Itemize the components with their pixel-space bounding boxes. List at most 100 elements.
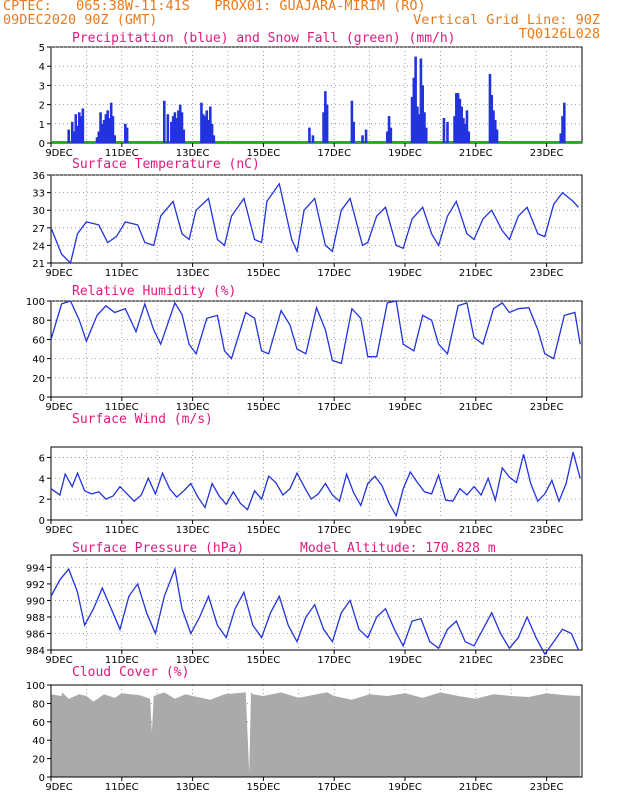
pres-subtitle: Model Altitude: 170.828 m: [300, 541, 496, 556]
wind-ytick-label: 0: [39, 516, 45, 527]
precip-bar: [70, 121, 74, 143]
wind-xtick-label: 11DEC: [105, 525, 139, 536]
pres-ytick-label: 990: [26, 596, 45, 607]
precip-bar: [462, 118, 465, 143]
pres-ytick-label: 988: [26, 613, 45, 624]
precip-bar: [386, 131, 389, 143]
precip-bar: [67, 129, 70, 143]
precip-bar: [455, 93, 458, 143]
precip-bar: [488, 73, 492, 143]
precip-bar: [446, 121, 449, 143]
precip-bar: [178, 104, 182, 143]
precip-bar: [104, 114, 108, 143]
wind-ytick-label: 4: [39, 474, 45, 485]
pres-ytick-label: 992: [26, 580, 45, 591]
precip-bar: [423, 112, 426, 143]
rh-ytick-label: 60: [32, 335, 45, 346]
wind-xtick-label: 13DEC: [176, 525, 210, 536]
precip-bar: [417, 114, 421, 143]
rh-title: Relative Humidity (%): [72, 284, 236, 299]
temp-ytick-label: 21: [32, 259, 45, 270]
precip-xtick-label: 19DEC: [388, 148, 422, 159]
precip-bar: [124, 123, 127, 143]
rh-series-line: [50, 300, 581, 365]
precip-bar: [173, 112, 177, 143]
cloud-xtick-label: 9DEC: [45, 782, 72, 793]
precip-bar: [162, 100, 166, 143]
wind-xtick-label: 19DEC: [388, 525, 422, 536]
cloud-ytick-label: 100: [26, 681, 45, 692]
precip-frame: [50, 46, 583, 144]
precip-bar: [410, 96, 414, 143]
rh-xtick-label: 19DEC: [388, 402, 422, 413]
cloud-xtick-label: 21DEC: [459, 782, 493, 793]
cloud-xtick-label: 13DEC: [176, 782, 210, 793]
wind-xtick-label: 15DEC: [247, 525, 281, 536]
precip-bar: [463, 123, 467, 143]
precip-bar: [113, 135, 117, 143]
precip-bar: [209, 106, 212, 143]
temp-ytick-label: 27: [32, 224, 45, 235]
precip-bar: [74, 114, 78, 143]
precip-title: Precipitation (blue) and Snow Fall (gree…: [72, 31, 456, 46]
temp-xtick-label: 23DEC: [530, 268, 564, 279]
cloud-xtick-label: 19DEC: [388, 782, 422, 793]
precip-bar: [76, 125, 79, 143]
cloud-ytick-label: 0: [39, 773, 45, 784]
precip-bar: [109, 102, 113, 143]
precip-bar: [182, 129, 186, 143]
precip-bar: [389, 127, 393, 143]
precip-bar: [175, 118, 178, 143]
precip-bar: [364, 129, 368, 143]
temp-xtick-label: 19DEC: [388, 268, 422, 279]
precip-bar: [465, 110, 469, 143]
precip-bar: [106, 110, 109, 143]
precip-bar: [458, 98, 462, 143]
pres-ytick-label: 986: [26, 629, 45, 640]
precip-bar: [421, 85, 424, 143]
pres-xtick-label: 23DEC: [530, 655, 564, 666]
pres-xtick-label: 11DEC: [105, 655, 139, 666]
precip-bar: [308, 127, 311, 143]
precip-xtick-label: 11DEC: [105, 148, 139, 159]
wind-xtick-label: 23DEC: [530, 525, 564, 536]
precip-bar: [467, 131, 471, 143]
cloud-xtick-label: 11DEC: [105, 782, 139, 793]
precip-ytick-label: 3: [39, 81, 45, 92]
precip-bar: [177, 110, 180, 143]
precip-bar: [102, 119, 106, 143]
precip-bar: [108, 118, 111, 143]
precip-bar: [171, 116, 175, 143]
precip-bar: [492, 110, 495, 143]
rh-ytick-label: 20: [32, 374, 45, 385]
precip-bar: [212, 135, 216, 143]
cloud-xtick-label: 17DEC: [317, 782, 351, 793]
precip-bar: [325, 104, 329, 143]
rh-ytick-label: 0: [39, 393, 45, 404]
rh-xtick-label: 21DEC: [459, 402, 493, 413]
temp-ytick-label: 33: [32, 189, 45, 200]
precip-ytick-label: 0: [39, 139, 45, 150]
precip-bar: [416, 106, 419, 143]
precip-bar: [442, 118, 446, 143]
wind-xtick-label: 21DEC: [459, 525, 493, 536]
precip-bar: [210, 123, 214, 143]
precip-bar: [414, 56, 417, 143]
cloud-ytick-label: 60: [32, 718, 45, 729]
precip-bar: [201, 114, 205, 143]
wind-ytick-label: 6: [39, 453, 45, 464]
rh-ytick-label: 100: [26, 297, 45, 308]
temp-ytick-label: 24: [32, 241, 45, 252]
precip-bar: [460, 106, 463, 143]
precip-bar: [559, 133, 563, 143]
precip-bar: [419, 58, 423, 143]
precip-xtick-label: 17DEC: [317, 148, 351, 159]
precip-ytick-label: 1: [39, 120, 45, 131]
pres-ytick-label: 994: [26, 563, 45, 574]
precip-bar: [352, 121, 355, 143]
wind-title: Surface Wind (m/s): [72, 412, 213, 427]
precip-ytick-label: 4: [39, 62, 45, 73]
pres-xtick-label: 13DEC: [176, 655, 210, 666]
precip-bar: [563, 102, 566, 143]
